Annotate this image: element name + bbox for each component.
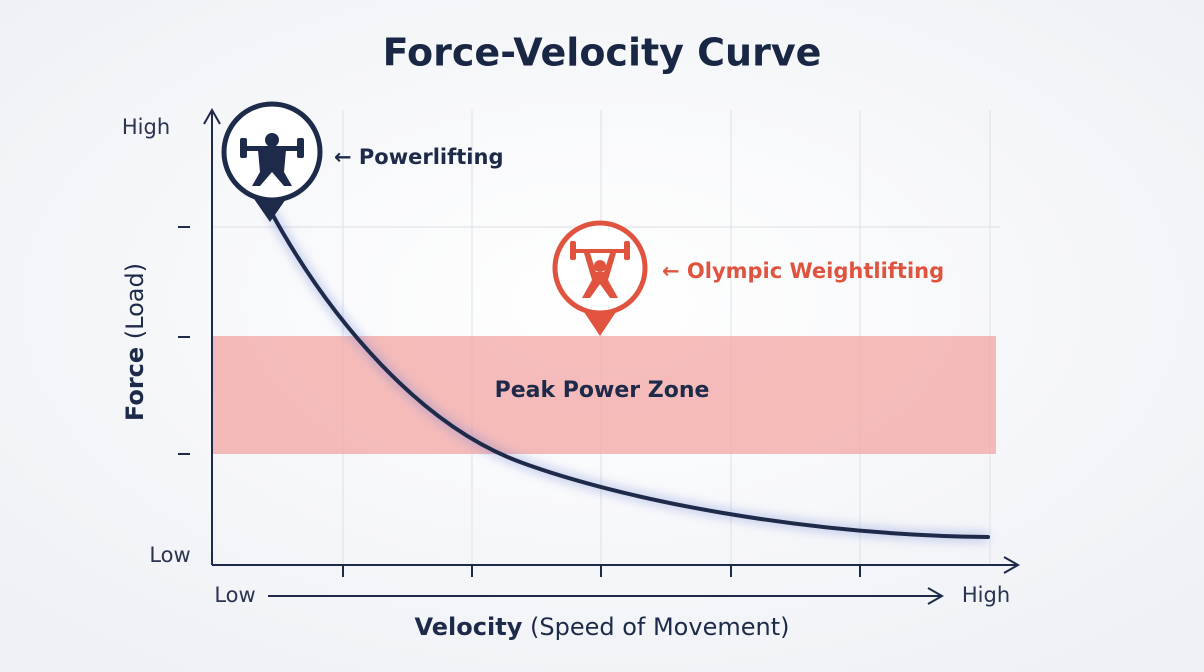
y-high: High [122, 115, 170, 139]
y-low: Low [149, 543, 190, 567]
x-low: Low [214, 583, 255, 607]
y-axis-label: Force [121, 347, 149, 421]
olympic-label: ← Olympic Weightlifting [662, 259, 944, 283]
x-high: High [962, 583, 1010, 607]
powerlifting-label: ← Powerlifting [334, 145, 503, 169]
zone-label: Peak Power Zone [495, 378, 710, 403]
y-axis-note: (Load) [121, 263, 149, 339]
x-axis-label: Velocity [415, 613, 523, 641]
peak-power-zone [212, 336, 996, 454]
title: Force-Velocity Curve [383, 31, 822, 75]
axes [178, 107, 1021, 605]
olympic-marker [552, 220, 648, 336]
y-axis-title: Force (Load) [121, 263, 149, 421]
x-axis-note: (Speed of Movement) [530, 613, 789, 641]
curve [265, 207, 990, 542]
x-axis-title: Velocity (Speed of Movement) [415, 613, 790, 641]
powerlifting-marker [221, 101, 323, 222]
